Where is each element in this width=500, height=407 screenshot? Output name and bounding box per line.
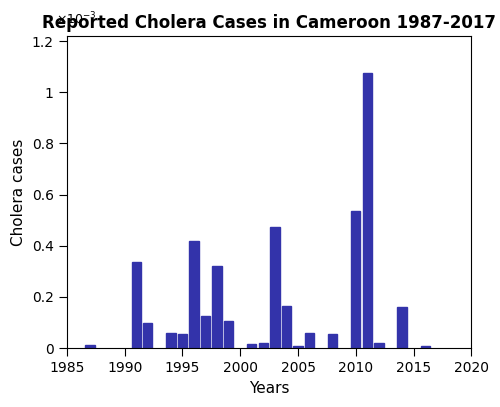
Bar (351, 211, 360, 348)
Title: Reported Cholera Cases in Cameroon 1987-2017: Reported Cholera Cases in Cameroon 1987-… (42, 14, 496, 32)
Bar (362, 73, 372, 348)
Bar (270, 227, 280, 348)
Bar (420, 346, 430, 348)
Bar (398, 307, 406, 348)
Text: $\times10^{-3}$: $\times10^{-3}$ (56, 11, 96, 28)
Bar (166, 333, 175, 348)
Bar (178, 334, 187, 348)
X-axis label: Years: Years (249, 381, 290, 396)
Bar (86, 345, 94, 348)
Bar (132, 263, 141, 348)
Bar (294, 346, 302, 348)
Bar (224, 321, 234, 348)
Y-axis label: Cholera cases: Cholera cases (11, 138, 26, 246)
Bar (305, 333, 314, 348)
Bar (328, 334, 338, 348)
Bar (190, 241, 198, 348)
Bar (282, 306, 291, 348)
Bar (143, 323, 152, 348)
Bar (212, 266, 222, 348)
Bar (258, 343, 268, 348)
Bar (247, 344, 256, 348)
Bar (201, 316, 210, 348)
Bar (374, 343, 384, 348)
